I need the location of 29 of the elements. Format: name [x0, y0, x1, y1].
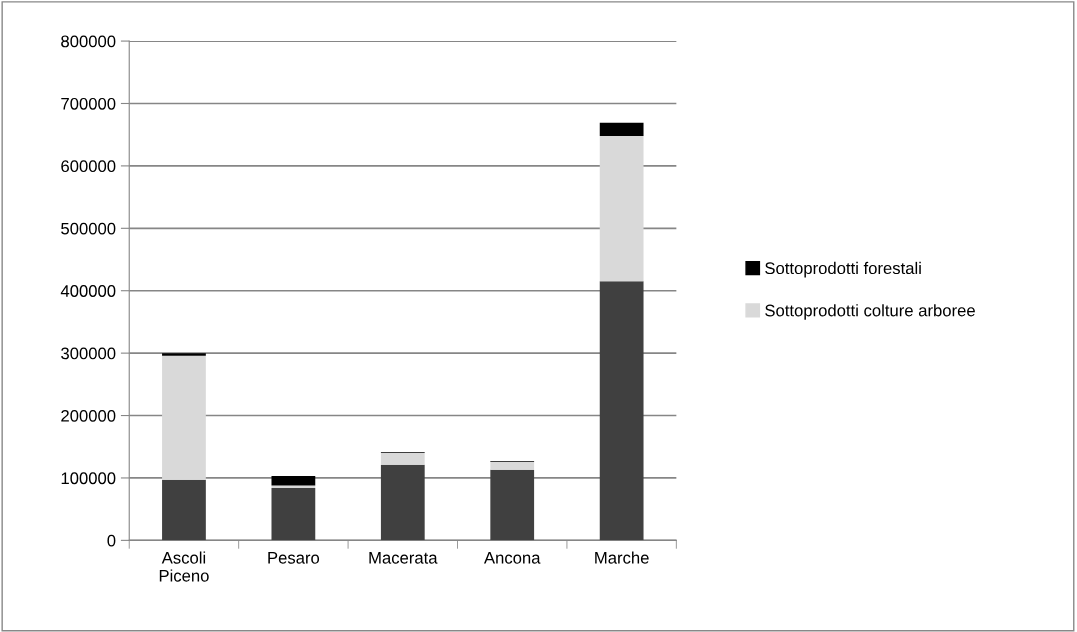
y-tick-label: 200000: [61, 409, 116, 422]
legend-label: Sottoprodotti colture arboree: [765, 304, 975, 320]
y-tick-label: 400000: [60, 285, 116, 297]
y-tick-label: 700000: [61, 97, 116, 110]
bar: [271, 476, 316, 486]
bar: [162, 355, 206, 480]
x-tick-label: Ancona: [483, 552, 541, 564]
bar: [490, 461, 535, 470]
y-tick-label: 800000: [61, 35, 116, 48]
x-tick-label: Pesaro: [268, 552, 320, 564]
bar: [271, 485, 316, 488]
bar: [162, 353, 206, 356]
bar: [490, 469, 535, 541]
bar: [599, 281, 644, 541]
y-tick-label: 0: [107, 534, 116, 547]
bar: [271, 487, 316, 541]
bar: [380, 452, 425, 465]
y-tick-label: 600000: [61, 160, 116, 173]
x-tick-label: Macerata: [369, 552, 438, 564]
y-tick-label: 300000: [61, 347, 116, 360]
bar: [599, 135, 644, 282]
y-tick-label: 100000: [61, 472, 116, 485]
legend-label: Sottoprodotti forestali: [765, 261, 921, 278]
y-tick-label: 500000: [61, 222, 116, 235]
x-tick-label: Marche: [595, 551, 649, 564]
x-tick-label: Ascoli Piceno: [159, 551, 209, 582]
bar: [380, 464, 425, 541]
bar: [599, 122, 644, 136]
bar: [162, 479, 206, 541]
